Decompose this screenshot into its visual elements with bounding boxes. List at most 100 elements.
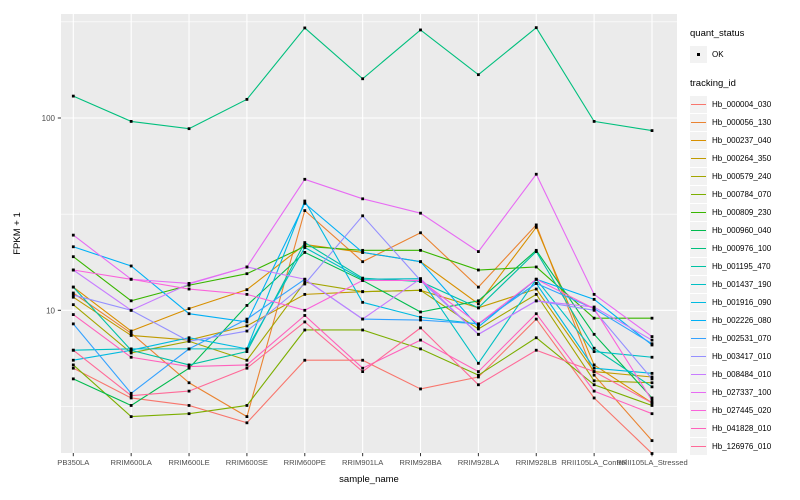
x-tick-label: RRIM928LB (516, 458, 557, 467)
x-tick-label: RRII105LA_Stressed (616, 458, 687, 467)
data-point (419, 277, 422, 281)
data-point (245, 265, 249, 269)
data-point (534, 282, 538, 285)
x-axis-title: sample_name (339, 474, 399, 485)
legend-key-line (690, 420, 707, 437)
data-point (592, 379, 596, 383)
legend-key-line (690, 150, 707, 167)
data-point (592, 297, 596, 301)
x-tick-label: RRIM928BA (399, 458, 442, 467)
data-point (476, 299, 480, 303)
x-tick-label: RRIM600SE (226, 458, 268, 467)
data-point (71, 268, 75, 272)
legend-item-label: Hb_000264_350 (712, 154, 772, 163)
legend-item-Hb_041828_010: Hb_041828_010 (690, 420, 798, 437)
data-point (476, 327, 480, 331)
black-point-icon (696, 52, 701, 57)
data-point (245, 415, 249, 419)
series-color-line-icon (691, 247, 706, 250)
data-point (187, 404, 191, 407)
data-point (650, 412, 654, 416)
data-point (129, 355, 133, 359)
legend-item-Hb_001437_190: Hb_001437_190 (690, 276, 798, 293)
data-point (129, 120, 133, 123)
data-point (361, 290, 365, 294)
x-tick-label: RRIM600LE (168, 458, 209, 467)
legend-item-label: Hb_003417_010 (712, 352, 772, 361)
x-tick-label: RRIM600PE (284, 458, 326, 467)
legend-item-label: Hb_000004_030 (712, 100, 772, 109)
data-point (303, 243, 307, 246)
data-point (71, 322, 75, 326)
data-point (476, 306, 480, 310)
series-color-line-icon (691, 121, 706, 124)
data-point (534, 317, 538, 321)
data-point (187, 307, 191, 311)
data-point (245, 272, 249, 276)
data-point (361, 366, 365, 370)
data-point (129, 334, 133, 337)
data-point (650, 335, 654, 338)
data-point (245, 363, 249, 367)
legend-item-Hb_003417_010: Hb_003417_010 (690, 348, 798, 365)
data-point (534, 265, 538, 269)
data-point (245, 404, 249, 407)
data-point (129, 394, 133, 398)
legend-item-label: Hb_041828_010 (712, 424, 772, 433)
legend-key-line (690, 96, 707, 113)
data-point (245, 347, 249, 351)
data-point (71, 293, 75, 297)
legend-item-Hb_001916_090: Hb_001916_090 (690, 294, 798, 311)
data-point (129, 329, 133, 333)
data-point (71, 94, 75, 98)
data-point (534, 336, 538, 340)
data-point (303, 209, 307, 212)
legend-key-line (690, 330, 707, 347)
data-point (476, 361, 480, 365)
data-point (303, 292, 307, 296)
legend-item-Hb_000056_130: Hb_000056_130 (690, 114, 798, 131)
data-point (303, 282, 307, 286)
data-point (303, 177, 307, 181)
legend-key-line (690, 438, 707, 455)
data-point (245, 421, 249, 425)
data-point (245, 358, 249, 362)
data-point (71, 291, 75, 295)
data-point (303, 280, 307, 284)
data-point (476, 250, 480, 253)
data-point (303, 308, 307, 312)
series-color-line-icon (691, 103, 706, 106)
data-point (650, 401, 654, 405)
data-point (592, 396, 596, 400)
data-point (71, 245, 75, 249)
legend-item-label: Hb_000784_070 (712, 190, 772, 199)
x-tick-label: RRII105LA_Control (561, 458, 627, 467)
data-point (650, 316, 654, 320)
data-point (245, 97, 249, 101)
data-point (534, 277, 538, 281)
data-point (303, 246, 307, 249)
data-point (71, 233, 75, 237)
data-point (476, 302, 480, 306)
data-point (592, 366, 596, 370)
legend-key-line (690, 240, 707, 257)
data-point (187, 336, 191, 340)
data-point (419, 315, 422, 319)
data-point (361, 260, 365, 264)
data-point (650, 371, 654, 375)
data-point (245, 288, 249, 292)
legend-item-label: Hb_027337_100 (712, 388, 772, 397)
data-point (245, 324, 249, 328)
x-tick-label: RRIM901LA (342, 458, 384, 467)
data-point (592, 332, 596, 336)
legend-item-label: Hb_000976_100 (712, 244, 772, 253)
data-point (303, 201, 307, 205)
data-point (187, 287, 191, 291)
data-point (476, 375, 480, 379)
data-point (187, 127, 191, 131)
data-point (650, 338, 654, 342)
data-point (129, 391, 133, 395)
legend-key-line (690, 258, 707, 275)
data-point (534, 348, 538, 352)
